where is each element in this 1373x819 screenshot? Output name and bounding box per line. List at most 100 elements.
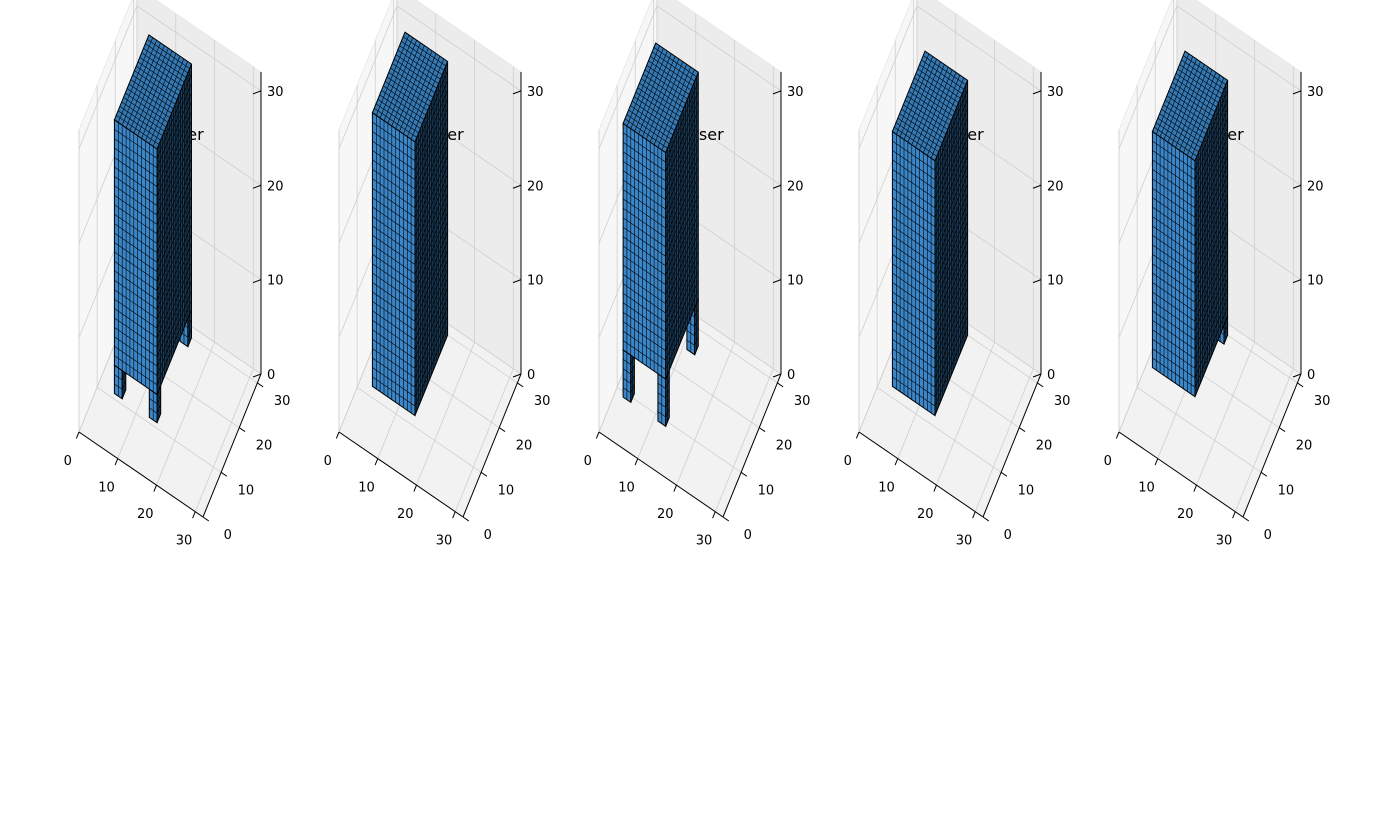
voxel-body bbox=[1151, 50, 1229, 398]
voxel-body-top-face-grid bbox=[1154, 53, 1226, 159]
voxel-body-top-face-grid bbox=[374, 34, 446, 140]
z-tick-label: 0 bbox=[1047, 368, 1055, 383]
x-tick-label: 10 bbox=[98, 480, 115, 495]
x-tick-label: 0 bbox=[584, 454, 592, 469]
z-tick-label: 10 bbox=[267, 274, 284, 289]
gridline-z bbox=[1118, 5, 1178, 150]
y-axis-line bbox=[462, 373, 522, 518]
y-tick-label: 20 bbox=[1296, 439, 1313, 454]
x-axis-line bbox=[1118, 431, 1244, 518]
x-tick bbox=[673, 484, 677, 492]
z-tick bbox=[252, 279, 262, 284]
z-tick bbox=[772, 90, 782, 95]
z-tick bbox=[772, 184, 782, 189]
z-tick bbox=[252, 90, 262, 95]
x-tick-label: 30 bbox=[436, 533, 453, 548]
y-tick-label: 30 bbox=[274, 394, 291, 409]
gridline-z bbox=[136, 5, 262, 92]
y-tick-label: 30 bbox=[1054, 394, 1071, 409]
voxel-body-side-face-grid bbox=[156, 68, 192, 390]
y-tick-label: 0 bbox=[484, 528, 492, 543]
x-tick-label: 30 bbox=[176, 533, 193, 548]
voxel-body-front-face-grid bbox=[372, 115, 416, 413]
x-tick-label: 20 bbox=[397, 507, 414, 522]
z-tick-label: 0 bbox=[1307, 368, 1315, 383]
x-tick-label: 20 bbox=[917, 507, 934, 522]
x-tick-label: 10 bbox=[618, 480, 635, 495]
z-tick bbox=[512, 373, 522, 378]
gridline-y bbox=[1136, 386, 1262, 473]
voxel-body bbox=[891, 50, 969, 417]
z-tick-label: 30 bbox=[527, 85, 544, 100]
voxel-body-front-face-grid bbox=[114, 122, 158, 392]
y-tick-label: 20 bbox=[256, 439, 273, 454]
voxel-body bbox=[113, 34, 193, 396]
voxel-body-front-face-grid bbox=[892, 134, 936, 413]
x-tick bbox=[933, 484, 937, 492]
y-tick bbox=[257, 382, 264, 388]
gridline-x bbox=[936, 341, 995, 486]
gridline-z bbox=[916, 5, 1042, 92]
y-tick-label: 0 bbox=[224, 528, 232, 543]
x-tick bbox=[1154, 458, 1159, 466]
y-axis-line bbox=[982, 373, 1042, 518]
gridline-x bbox=[156, 341, 215, 486]
y-tick bbox=[722, 516, 730, 522]
voxel-body-side-face-grid bbox=[1194, 84, 1228, 393]
x-tick-label: 10 bbox=[1138, 480, 1155, 495]
z-tick-label: 30 bbox=[787, 85, 804, 100]
gridline-z bbox=[396, 5, 522, 92]
y-tick bbox=[982, 516, 990, 522]
z-tick bbox=[1292, 279, 1302, 284]
y-tick bbox=[758, 427, 766, 432]
z-tick-label: 30 bbox=[267, 85, 284, 100]
x-tick bbox=[1115, 431, 1120, 439]
y-tick bbox=[238, 427, 246, 432]
y-tick bbox=[1260, 471, 1268, 477]
y-tick-label: 0 bbox=[1004, 528, 1012, 543]
x-tick-label: 20 bbox=[137, 507, 154, 522]
voxel-body-side-face-grid bbox=[934, 84, 968, 412]
x-tick-label: 0 bbox=[1104, 454, 1112, 469]
y-tick bbox=[1242, 516, 1250, 522]
gridline-z bbox=[78, 5, 138, 150]
chart-panel-2: 010203001020300102030dresser bbox=[324, 0, 550, 548]
z-tick bbox=[772, 279, 782, 284]
y-axis-line bbox=[722, 373, 782, 518]
x-tick bbox=[972, 511, 976, 519]
voxel-body bbox=[622, 42, 699, 381]
gridline-x bbox=[714, 368, 774, 512]
x-tick bbox=[114, 458, 119, 466]
chart-panel-4: 010203001020300102030dresser bbox=[844, 0, 1071, 548]
y-tick bbox=[517, 382, 524, 388]
gridline-x bbox=[454, 368, 514, 512]
voxel-leg-2-side-face-grid bbox=[630, 350, 635, 398]
y-tick-label: 20 bbox=[1036, 439, 1053, 454]
gridline-y bbox=[616, 386, 742, 473]
voxel-body-side-face-grid bbox=[665, 76, 699, 375]
z-tick bbox=[1032, 279, 1042, 284]
z-tick-label: 20 bbox=[1047, 179, 1064, 194]
voxel-leg-1-side-face-grid bbox=[187, 313, 192, 343]
x-tick-label: 30 bbox=[956, 533, 973, 548]
voxel-leg-2-front-face-grid bbox=[114, 367, 123, 397]
y-axis-line bbox=[202, 373, 262, 518]
y-tick-label: 10 bbox=[1278, 483, 1295, 498]
chart-panel-3: 010203001020300102030dresser bbox=[584, 0, 811, 548]
y-tick bbox=[740, 471, 748, 477]
voxel-body-top-face-grid bbox=[894, 53, 966, 159]
x-tick bbox=[634, 458, 639, 466]
y-tick-label: 30 bbox=[794, 394, 811, 409]
gridline-x bbox=[194, 368, 254, 512]
gridline-y bbox=[876, 386, 1002, 473]
gridline-y bbox=[96, 386, 222, 473]
x-tick bbox=[452, 511, 456, 519]
z-tick bbox=[512, 279, 522, 284]
voxel-leg-1-side-face-grid bbox=[694, 303, 699, 351]
y-axis-line bbox=[1242, 373, 1302, 518]
gridline-z bbox=[1176, 5, 1302, 92]
x-tick bbox=[595, 431, 600, 439]
voxel-body-top-face-grid bbox=[624, 45, 697, 151]
z-tick bbox=[1292, 90, 1302, 95]
